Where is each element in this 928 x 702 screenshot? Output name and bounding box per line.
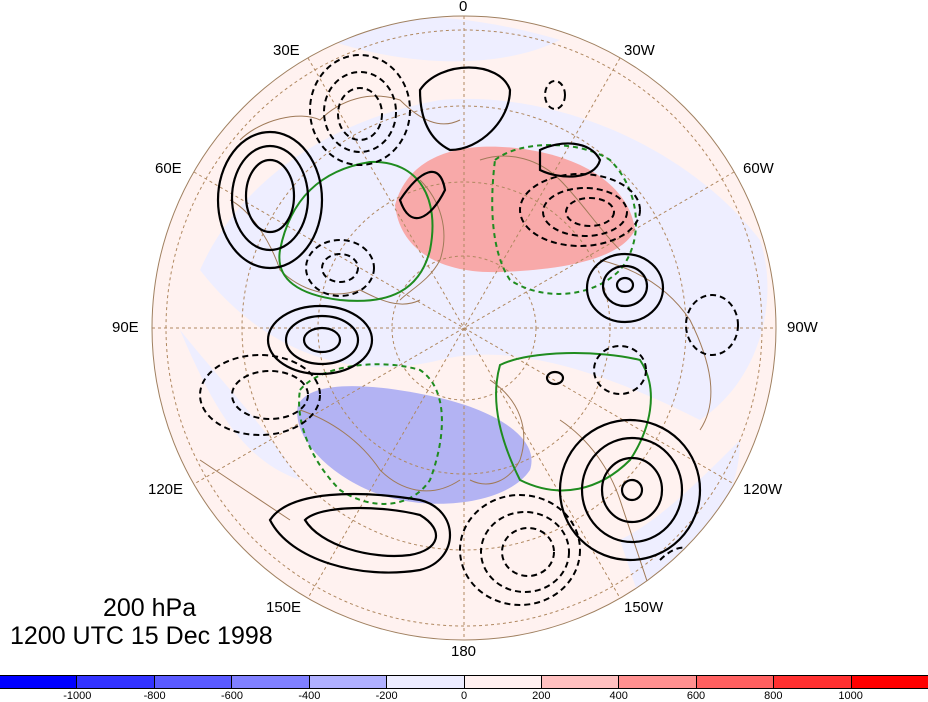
colorbar-segment [232, 676, 310, 688]
blue-anomaly-region [297, 386, 532, 504]
colorbar-segment [696, 676, 775, 688]
colorbar-tick-label: -400 [298, 690, 321, 702]
lon-label-30e: 30E [273, 42, 300, 59]
colorbar-segment [309, 676, 388, 688]
lon-label-30w: 30W [624, 42, 655, 59]
lon-label-120e: 120E [148, 481, 184, 498]
colorbar-segment [77, 676, 155, 688]
colorbar-tick-label: 800 [764, 690, 783, 702]
lon-label-180: 180 [451, 643, 477, 660]
colorbar-tick-label: -800 [143, 690, 166, 702]
lon-label-90e: 90E [112, 319, 139, 336]
negative-contours [199, 54, 739, 606]
colorbar-tick-label: -600 [220, 690, 244, 702]
colorbar-segment [541, 676, 620, 688]
colorbar-segment [619, 676, 697, 688]
colorbar [0, 675, 928, 689]
lon-label-120w: 120W [743, 481, 783, 498]
time-title: 1200 UTC 15 Dec 1998 [10, 622, 273, 650]
colorbar-tick-label: 0 [460, 690, 468, 702]
lon-label-60e: 60E [155, 160, 182, 177]
lon-label-90w: 90W [787, 319, 818, 336]
colorbar-segment [387, 676, 465, 688]
colorbar-tick-label: 400 [609, 690, 628, 702]
light-blue-region-west [180, 330, 300, 480]
light-blue-region-southeast [620, 440, 740, 600]
red-anomaly-region [395, 146, 635, 273]
colorbar-segment [154, 676, 233, 688]
colorbar-tick-label: 600 [686, 690, 706, 702]
colorbar-segment [774, 676, 852, 688]
colorbar-tick-label: 1000 [838, 690, 863, 702]
positive-contours [216, 66, 702, 574]
colorbar-tick-label: -200 [375, 690, 398, 702]
colorbar-segment [851, 676, 928, 688]
colorbar-segment [464, 676, 542, 688]
map-border [151, 15, 777, 641]
level-title: 200 hPa [103, 594, 197, 622]
colorbar-tick-label: 200 [532, 690, 551, 702]
lon-label-60w: 60W [743, 160, 774, 177]
colorbar-tick-label: -1000 [63, 690, 92, 702]
lon-label-150e: 150E [266, 599, 302, 616]
lon-label-0: 0 [459, 0, 468, 15]
lon-label-150w: 150W [624, 599, 664, 616]
colorbar-segment [0, 676, 78, 688]
green-contours [278, 144, 652, 505]
